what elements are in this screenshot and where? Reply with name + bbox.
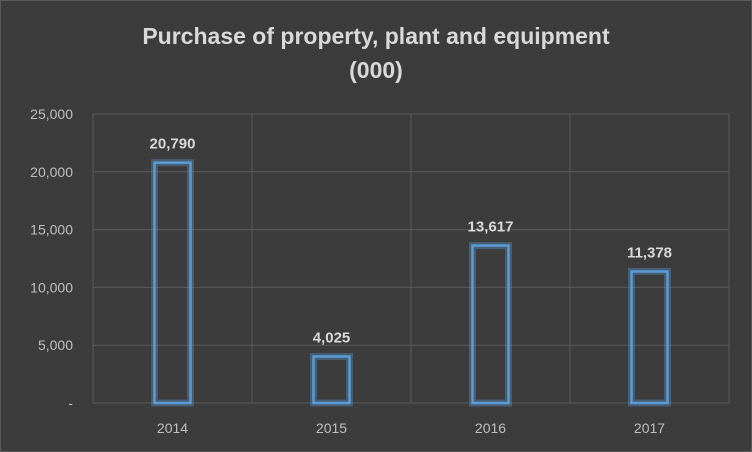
bar-glow xyxy=(469,242,512,407)
bar-2017 xyxy=(630,270,669,405)
y-tick-label: - xyxy=(68,395,73,411)
bar-2014 xyxy=(153,161,192,405)
bar-glow xyxy=(310,352,353,407)
y-tick-label: 20,000 xyxy=(30,164,73,180)
y-tick-label: 5,000 xyxy=(38,337,73,353)
data-label-2014: 20,790 xyxy=(150,136,196,153)
bar-2015 xyxy=(312,355,351,405)
x-tick-label-2014: 2014 xyxy=(157,420,188,436)
chart-title-line-1: Purchase of property, plant and equipmen… xyxy=(142,23,610,49)
data-label-2015: 4,025 xyxy=(313,329,351,346)
data-label-2016: 13,617 xyxy=(468,219,514,236)
chart-title-line-2: (000) xyxy=(349,57,403,83)
y-tick-label: 25,000 xyxy=(30,106,73,122)
y-tick-label: 15,000 xyxy=(30,222,73,238)
y-tick-label: 10,000 xyxy=(30,279,73,295)
bar-glow xyxy=(628,267,671,407)
bar-glow xyxy=(151,159,194,407)
data-label-2017: 11,378 xyxy=(627,244,672,261)
x-tick-label-2016: 2016 xyxy=(475,420,506,436)
x-tick-label-2017: 2017 xyxy=(634,420,665,436)
chart-title: Purchase of property, plant and equipmen… xyxy=(1,19,751,87)
x-tick-label-2015: 2015 xyxy=(316,420,347,436)
bar-2016 xyxy=(471,244,510,405)
